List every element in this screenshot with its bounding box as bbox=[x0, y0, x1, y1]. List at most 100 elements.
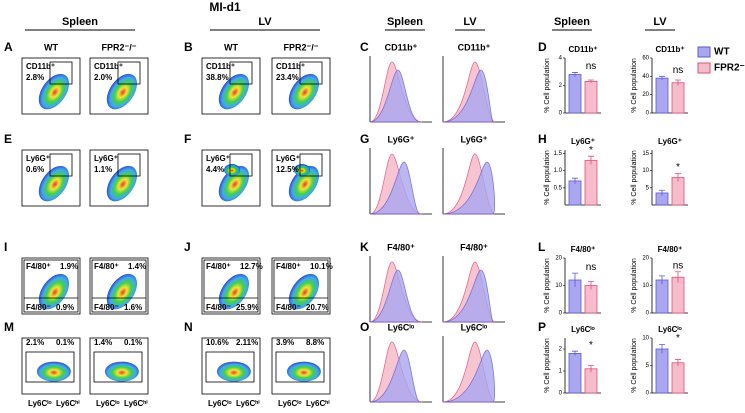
gate-label: Ly6G⁺ bbox=[26, 154, 50, 163]
panel-letter: B bbox=[184, 40, 193, 54]
gate-label: Ly6Cˡᵒ bbox=[278, 399, 302, 408]
y-tick-label: 0 bbox=[559, 311, 563, 317]
gate-label: Ly6G⁺ bbox=[94, 154, 118, 163]
gate-label: 2.8% bbox=[26, 73, 44, 82]
gate bbox=[229, 61, 253, 85]
y-axis-label: % Cell population bbox=[631, 58, 638, 113]
plot-title: Ly6Cˡᵒ bbox=[571, 325, 595, 334]
gate-label: 12.5% bbox=[276, 165, 299, 174]
cell-cloud bbox=[38, 73, 70, 110]
gate-label: 1.9% bbox=[60, 262, 78, 271]
gate-label: 10.6% bbox=[206, 338, 229, 347]
gate bbox=[275, 351, 325, 383]
gate-label: F4/80⁺ bbox=[276, 262, 301, 271]
gate-label: Ly6Cʰⁱ bbox=[124, 398, 148, 408]
bar bbox=[584, 159, 598, 206]
gate-label: 3.9% bbox=[276, 338, 294, 347]
panel-letter: L bbox=[538, 240, 545, 254]
y-tick-label: 1 bbox=[559, 369, 563, 375]
gate-label: Ly6Cˡᵒ bbox=[28, 399, 52, 408]
cell-cloud bbox=[218, 273, 250, 310]
bar bbox=[568, 180, 582, 206]
cell-cloud bbox=[38, 165, 70, 202]
panel-letter: P bbox=[538, 320, 546, 334]
legend-swatch bbox=[697, 62, 711, 74]
bar bbox=[584, 368, 598, 394]
group-header: Spleen bbox=[62, 16, 98, 28]
y-tick-label: 10 bbox=[642, 283, 649, 289]
y-tick-label: 0 bbox=[646, 311, 650, 317]
bar bbox=[655, 77, 669, 114]
error-bar bbox=[659, 344, 665, 354]
gate-label: F4/80⁻ bbox=[94, 303, 119, 312]
group-header: LV bbox=[463, 16, 477, 28]
y-tick-label: 2 bbox=[559, 347, 563, 353]
y-axis-label: % Cell population bbox=[631, 258, 638, 313]
y-tick-label: 10 bbox=[555, 283, 562, 289]
bar bbox=[568, 352, 582, 394]
histogram bbox=[442, 269, 494, 323]
y-tick-label: 0.5 bbox=[554, 185, 563, 191]
plot-title: Ly6G⁺ bbox=[571, 137, 595, 146]
cell-cloud bbox=[104, 361, 139, 382]
gate-label: 20.7% bbox=[306, 303, 329, 312]
error-bar bbox=[675, 359, 681, 367]
gate-label: 4.4% bbox=[206, 165, 224, 174]
y-tick-label: 5 bbox=[646, 185, 650, 191]
error-bar bbox=[659, 189, 665, 196]
gate-label: 2.0% bbox=[94, 73, 112, 82]
panel-letter: H bbox=[538, 132, 547, 146]
plot-title: Ly6Cˡᵒ bbox=[388, 322, 415, 332]
y-tick-label: 20 bbox=[642, 256, 649, 262]
gate bbox=[117, 61, 141, 85]
bar bbox=[568, 74, 582, 114]
y-tick-label: 20 bbox=[555, 256, 562, 262]
plot-title: F4/80⁺ bbox=[460, 242, 488, 252]
gate-label: 0.6% bbox=[26, 165, 44, 174]
y-tick-label: 1.0 bbox=[554, 168, 563, 174]
plot-title: F4/80⁺ bbox=[658, 245, 683, 254]
legend-label: WT bbox=[714, 47, 730, 58]
y-axis-label: % Cell population bbox=[631, 150, 638, 205]
panel-letter: E bbox=[4, 132, 12, 146]
gate-label: F4/80⁻ bbox=[26, 303, 51, 312]
y-tick-label: 60 bbox=[642, 56, 649, 62]
gate-label: F4/80⁺ bbox=[94, 262, 119, 271]
error-bar bbox=[675, 271, 681, 283]
y-axis-label: % Cell population bbox=[544, 150, 551, 205]
error-bar bbox=[572, 72, 578, 77]
histogram bbox=[442, 349, 495, 403]
gate-label: 0.1% bbox=[56, 338, 74, 347]
panel-letter: G bbox=[360, 132, 369, 146]
histogram bbox=[369, 269, 421, 323]
y-tick-label: 20 bbox=[642, 92, 649, 98]
plot-title: Ly6G⁺ bbox=[461, 134, 488, 144]
gate bbox=[203, 259, 259, 313]
histogram bbox=[442, 69, 494, 123]
group-header: LV bbox=[653, 16, 667, 28]
error-bar bbox=[588, 155, 594, 165]
annotation: * bbox=[589, 340, 593, 351]
plot-title: Ly6G⁺ bbox=[388, 134, 415, 144]
cell-cloud bbox=[36, 361, 71, 382]
y-tick-label: 10 bbox=[642, 336, 649, 342]
cell-cloud bbox=[288, 273, 320, 310]
gate-label: 2.11% bbox=[236, 338, 258, 347]
plot-title: WT bbox=[44, 42, 58, 52]
gate-label: 0.9% bbox=[56, 303, 74, 312]
bar bbox=[655, 348, 669, 394]
y-axis-label: % Cell population bbox=[544, 338, 551, 393]
plot-title: FPR2⁻/⁻ bbox=[283, 42, 318, 52]
panel-letter: N bbox=[184, 320, 193, 334]
gate-label: 1.6% bbox=[124, 303, 142, 312]
annotation: ns bbox=[586, 61, 597, 72]
y-tick-label: 0 bbox=[559, 391, 563, 397]
gate bbox=[229, 153, 253, 177]
gate-label: F4/80⁺ bbox=[206, 262, 231, 271]
gate-label: CD11b⁺ bbox=[26, 62, 55, 71]
gate-label: Ly6Cˡᵒ bbox=[96, 399, 120, 408]
gate bbox=[49, 61, 73, 85]
gate bbox=[91, 259, 147, 313]
gate-label: F4/80⁻ bbox=[206, 303, 231, 312]
y-tick-label: 40 bbox=[642, 74, 649, 80]
